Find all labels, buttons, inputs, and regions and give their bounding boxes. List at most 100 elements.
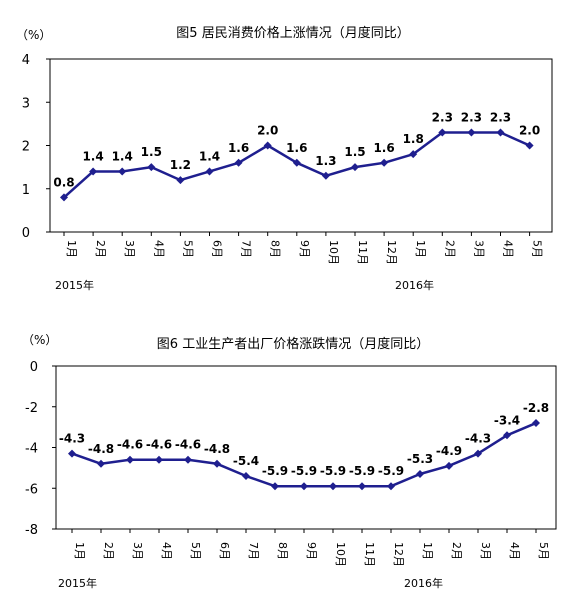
y-tick-label: 4 bbox=[22, 53, 30, 68]
data-point bbox=[525, 141, 534, 150]
data-label: -4.6 bbox=[175, 438, 201, 452]
data-point bbox=[409, 150, 418, 159]
data-point bbox=[438, 128, 447, 137]
y-tick-label: -8 bbox=[25, 523, 38, 538]
data-point bbox=[242, 472, 250, 481]
x-tick-label: 4月 bbox=[502, 240, 515, 258]
x-tick-label: 1月 bbox=[421, 542, 434, 560]
y-tick-label: 0 bbox=[30, 360, 38, 375]
y-tick-label: -4 bbox=[25, 442, 38, 457]
y-unit-label: （%） bbox=[22, 333, 57, 347]
data-point bbox=[467, 128, 476, 137]
data-label: 2.0 bbox=[519, 124, 540, 138]
x-tick-label: 10月 bbox=[327, 240, 340, 265]
data-label: 0.8 bbox=[53, 175, 74, 189]
x-tick-label: 3月 bbox=[479, 542, 492, 560]
data-point bbox=[387, 482, 395, 491]
data-point bbox=[60, 193, 68, 202]
data-label: -2.8 bbox=[523, 401, 549, 415]
x-tick-label: 2月 bbox=[450, 542, 463, 560]
x-tick-label: 5月 bbox=[531, 240, 544, 258]
x-tick-label: 1月 bbox=[414, 240, 427, 258]
year-label: 2016年 bbox=[404, 576, 443, 590]
data-point bbox=[351, 163, 359, 172]
data-label: 1.4 bbox=[82, 149, 103, 163]
data-label: -5.3 bbox=[407, 452, 433, 466]
data-point bbox=[213, 459, 221, 468]
x-tick-label: 6月 bbox=[218, 542, 231, 560]
ppi-chart-svg: 图6 工业生产者出厂价格涨跌情况（月度同比） （%） 0 -2 -4 -6 -8 1月 2月… bbox=[22, 333, 557, 590]
data-label: -4.3 bbox=[465, 432, 491, 446]
x-tick-label: 4月 bbox=[508, 542, 521, 560]
data-label: 1.4 bbox=[199, 149, 220, 163]
data-point bbox=[205, 167, 214, 176]
data-point bbox=[176, 176, 185, 185]
data-point bbox=[234, 158, 243, 167]
y-tick-label: 2 bbox=[22, 140, 30, 155]
data-point bbox=[532, 419, 540, 428]
data-point bbox=[416, 469, 424, 478]
x-tick-label: 6月 bbox=[211, 240, 224, 258]
x-tick-label: 9月 bbox=[305, 542, 318, 560]
data-point bbox=[358, 482, 366, 491]
x-tick-label: 3月 bbox=[123, 240, 136, 258]
x-tick-label: 1月 bbox=[73, 542, 86, 560]
data-label: -4.3 bbox=[59, 432, 85, 446]
data-point bbox=[118, 167, 127, 176]
y-tick-label: 1 bbox=[22, 183, 30, 198]
data-label: -4.6 bbox=[146, 438, 172, 452]
chart-title: 图5 居民消费价格上涨情况（月度同比） bbox=[176, 25, 409, 41]
x-tick-label: 5月 bbox=[181, 240, 194, 258]
x-tick-label: 3月 bbox=[131, 542, 144, 560]
data-label: 1.5 bbox=[141, 145, 162, 159]
data-point bbox=[155, 455, 163, 464]
data-label: 2.3 bbox=[461, 111, 482, 125]
data-point bbox=[263, 141, 272, 150]
x-tick-label: 4月 bbox=[152, 240, 165, 258]
x-tick-label: 2月 bbox=[443, 240, 456, 258]
data-label: -5.9 bbox=[320, 464, 346, 478]
data-point bbox=[147, 163, 156, 172]
x-tick-label: 7月 bbox=[240, 240, 253, 258]
data-label: 1.6 bbox=[228, 141, 249, 155]
data-point bbox=[89, 167, 98, 176]
data-point bbox=[292, 158, 301, 167]
x-tick-label: 2月 bbox=[102, 542, 115, 560]
data-label: 1.4 bbox=[112, 149, 133, 163]
data-label: 2.3 bbox=[432, 111, 453, 125]
data-label: -5.9 bbox=[349, 464, 375, 478]
x-tick-label: 12月 bbox=[385, 240, 398, 265]
data-point bbox=[321, 171, 330, 180]
year-label: 2016年 bbox=[395, 278, 434, 292]
data-label: 1.5 bbox=[344, 145, 365, 159]
chart-title: 图6 工业生产者出厂价格涨跌情况（月度同比） bbox=[157, 336, 429, 352]
cpi-chart-svg: 图5 居民消费价格上涨情况（月度同比） （%） 4 3 2 1 0 1月 2月 3月 4月 5月 6… bbox=[16, 25, 553, 292]
data-point bbox=[68, 449, 76, 458]
data-label: 1.6 bbox=[373, 141, 394, 155]
year-label: 2015年 bbox=[58, 576, 97, 590]
x-tick-label: 12月 bbox=[392, 542, 405, 567]
data-label: -5.9 bbox=[291, 464, 317, 478]
x-tick-label: 1月 bbox=[65, 240, 78, 258]
data-label: 2.0 bbox=[257, 124, 278, 138]
y-tick-label: -2 bbox=[25, 401, 38, 416]
x-tick-label: 9月 bbox=[298, 240, 311, 258]
x-tick-label: 4月 bbox=[160, 542, 173, 560]
x-tick-label: 5月 bbox=[537, 542, 550, 560]
x-tick-label: 2月 bbox=[94, 240, 107, 258]
data-label: 1.3 bbox=[315, 154, 336, 168]
data-label: -5.9 bbox=[262, 464, 288, 478]
ppi-chart: 图6 工业生产者出厂价格涨跌情况（月度同比） （%） 0 -2 -4 -6 -8 1月 2月… bbox=[0, 300, 586, 612]
x-tick-label: 10月 bbox=[334, 542, 347, 567]
y-unit-label: （%） bbox=[16, 28, 51, 42]
x-tick-label: 8月 bbox=[269, 240, 282, 258]
data-point bbox=[97, 459, 105, 468]
y-tick-label: -6 bbox=[25, 482, 38, 497]
y-tick-label: 3 bbox=[22, 96, 30, 111]
data-label: -5.9 bbox=[378, 464, 404, 478]
x-tick-label: 3月 bbox=[472, 240, 485, 258]
data-point bbox=[474, 449, 482, 458]
data-point bbox=[503, 431, 511, 440]
data-point bbox=[445, 461, 453, 470]
x-tick-label: 11月 bbox=[363, 542, 376, 567]
